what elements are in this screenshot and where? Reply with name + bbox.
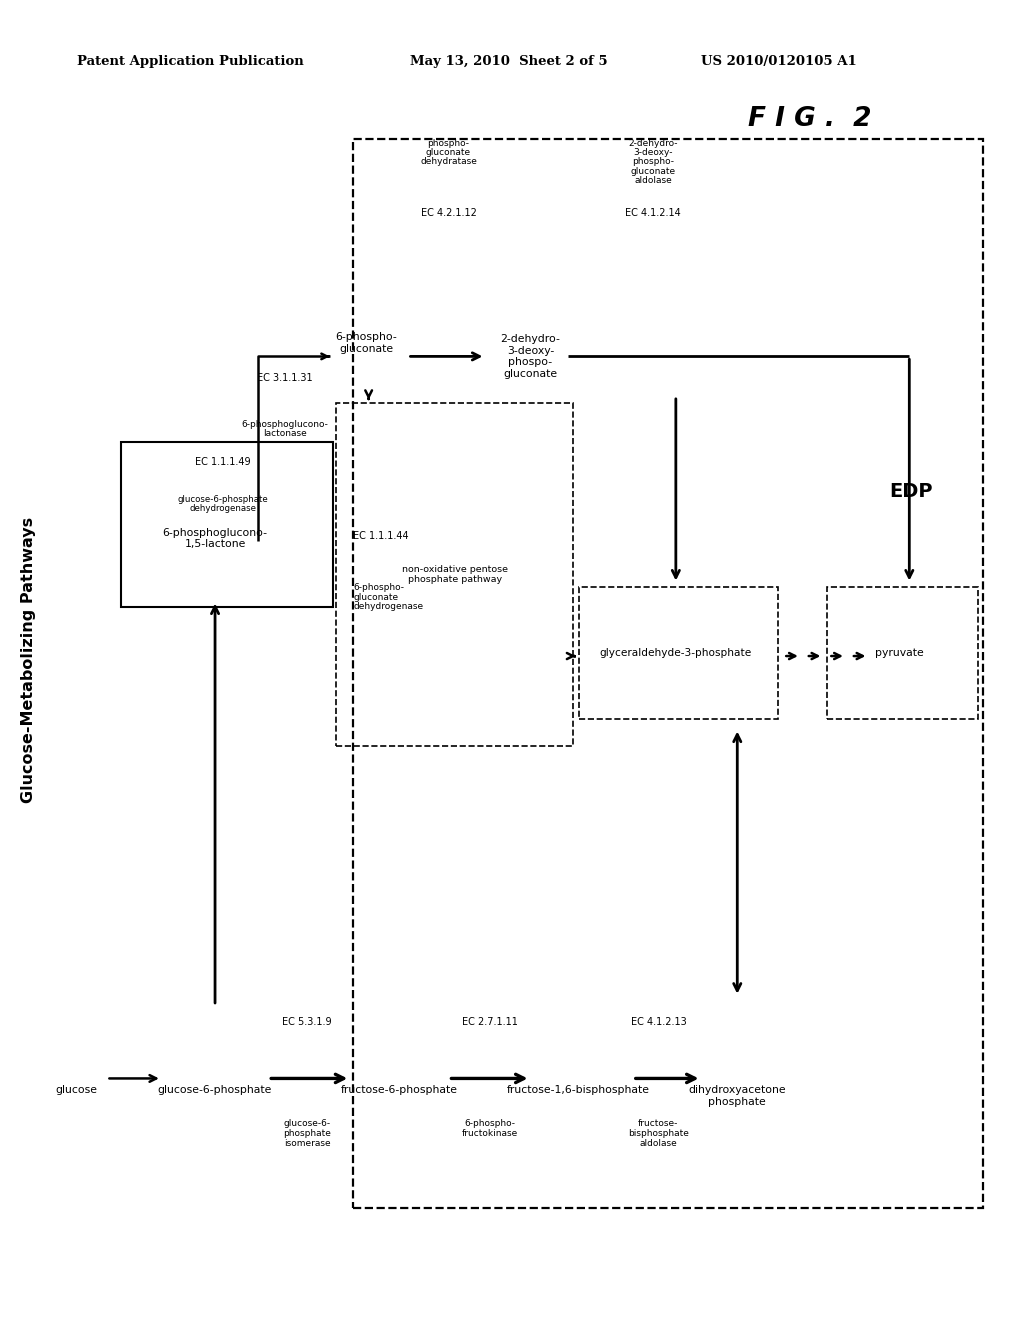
- Text: 6-phospho-
fructokinase: 6-phospho- fructokinase: [462, 1119, 517, 1138]
- Text: EC 1.1.1.49: EC 1.1.1.49: [196, 457, 251, 467]
- Text: F I G .  2: F I G . 2: [748, 106, 871, 132]
- Text: EC 3.1.1.31: EC 3.1.1.31: [257, 372, 312, 383]
- Text: dihydroxyacetone
phosphate: dihydroxyacetone phosphate: [688, 1085, 786, 1106]
- Text: Glucose-Metabolizing Pathways: Glucose-Metabolizing Pathways: [22, 517, 36, 803]
- Text: glucose-6-phosphate: glucose-6-phosphate: [158, 1085, 272, 1096]
- Text: glucose: glucose: [55, 1085, 98, 1096]
- Bar: [121, 442, 333, 607]
- Text: 6-phosphoglucono-
1,5-lactone: 6-phosphoglucono- 1,5-lactone: [163, 528, 267, 549]
- Text: EC 4.1.2.13: EC 4.1.2.13: [631, 1016, 686, 1027]
- Bar: [353, 139, 983, 1208]
- Text: glucose-6-
phosphate
isomerase: glucose-6- phosphate isomerase: [284, 1119, 331, 1148]
- Text: fructose-
bisphosphate
aldolase: fructose- bisphosphate aldolase: [628, 1119, 689, 1148]
- Text: pyruvate: pyruvate: [874, 648, 924, 659]
- Text: 6-phospho-
gluconate: 6-phospho- gluconate: [336, 333, 397, 354]
- Bar: [336, 403, 573, 746]
- Text: glucose-6-phosphate
dehydrogenase: glucose-6-phosphate dehydrogenase: [178, 495, 268, 513]
- Text: 2-dehydro-
3-deoxy-
phospho-
gluconate
aldolase: 2-dehydro- 3-deoxy- phospho- gluconate a…: [629, 139, 678, 185]
- Text: fructose-1,6-bisphosphate: fructose-1,6-bisphosphate: [507, 1085, 650, 1096]
- Text: 2-dehydro-
3-deoxy-
phospo-
gluconate: 2-dehydro- 3-deoxy- phospo- gluconate: [501, 334, 560, 379]
- Text: EC 5.3.1.9: EC 5.3.1.9: [283, 1016, 332, 1027]
- Text: 6-phosphoglucono-
lactonase: 6-phosphoglucono- lactonase: [242, 420, 328, 438]
- Text: EC 4.2.1.12: EC 4.2.1.12: [421, 207, 476, 218]
- Text: Patent Application Publication: Patent Application Publication: [77, 55, 303, 69]
- Text: phospho-
gluconate
dehydratase: phospho- gluconate dehydratase: [420, 139, 477, 166]
- Text: EC 4.1.2.14: EC 4.1.2.14: [626, 207, 681, 218]
- Text: EC 2.7.1.11: EC 2.7.1.11: [462, 1016, 517, 1027]
- Text: May 13, 2010  Sheet 2 of 5: May 13, 2010 Sheet 2 of 5: [410, 55, 607, 69]
- Text: EC 1.1.1.44: EC 1.1.1.44: [353, 531, 409, 541]
- Text: non-oxidative pentose
phosphate pathway: non-oxidative pentose phosphate pathway: [401, 565, 508, 583]
- Text: US 2010/0120105 A1: US 2010/0120105 A1: [701, 55, 857, 69]
- Text: glyceraldehyde-3-phosphate: glyceraldehyde-3-phosphate: [600, 648, 752, 659]
- Text: EDP: EDP: [890, 482, 933, 500]
- Bar: [579, 587, 778, 719]
- Bar: [827, 587, 978, 719]
- Text: 6-phospho-
gluconate
dehydrogenase: 6-phospho- gluconate dehydrogenase: [353, 583, 423, 611]
- Text: fructose-6-phosphate: fructose-6-phosphate: [341, 1085, 458, 1096]
